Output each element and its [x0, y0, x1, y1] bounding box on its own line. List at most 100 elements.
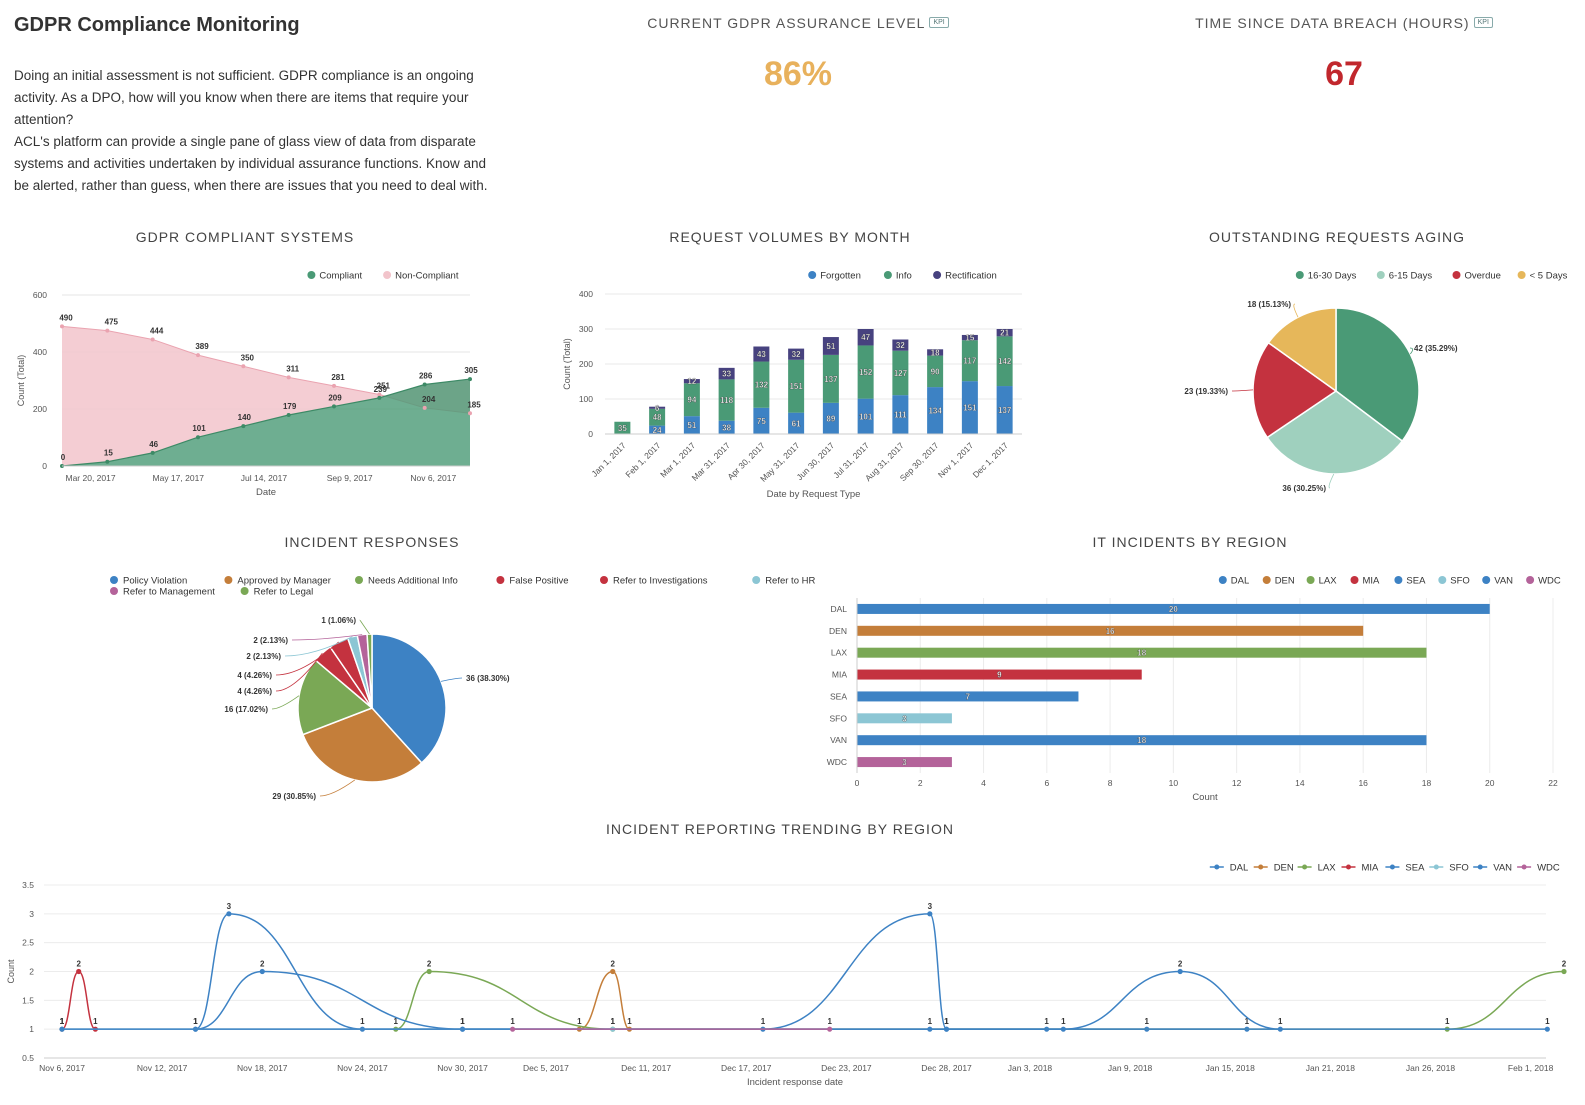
legend-item: 6-15 Days: [1376, 271, 1432, 282]
x-tick-label: Dec 23, 2017: [821, 1063, 872, 1073]
data-label: 1: [1278, 1017, 1283, 1026]
data-label: 1: [60, 1017, 65, 1026]
data-label: 137: [824, 375, 838, 384]
bar-segment: [683, 379, 700, 384]
legend-item: SFO: [1438, 576, 1470, 587]
x-tick-label: 4: [981, 778, 986, 788]
data-label: 18: [1137, 736, 1146, 745]
point-compliant: [196, 435, 200, 440]
data-label: 1: [193, 1017, 198, 1026]
legend-marker: [1350, 576, 1359, 584]
y-tick-label: 2.5: [22, 938, 34, 948]
data-label: 1: [1245, 1017, 1250, 1026]
legend-marker: [600, 576, 608, 584]
data-label: 311: [286, 364, 299, 373]
bar-segment: [683, 383, 700, 417]
data-point: [827, 1026, 833, 1032]
legend-item: Non-Compliant: [383, 271, 459, 282]
data-label: 475: [105, 318, 119, 327]
pie-slice: [1266, 390, 1404, 475]
leader-line: [284, 636, 353, 657]
bar-segment: [788, 412, 805, 434]
request-volumes-chart: 0 100 200 300 400 Count (Total) 35 Jan 1, 2017 2…: [562, 271, 1022, 500]
legend-marker: [1433, 864, 1439, 870]
data-point: [1544, 1026, 1550, 1032]
legend-item: Compliant: [307, 271, 363, 282]
legend-marker: [1258, 864, 1264, 870]
legend-item: Overdue: [1452, 271, 1501, 282]
data-label: 101: [859, 412, 873, 421]
leader-line: [1293, 303, 1299, 318]
bar-segment: [614, 421, 631, 434]
data-label: 1: [510, 1017, 515, 1026]
data-point: [226, 911, 232, 917]
data-label: 43: [757, 350, 766, 359]
y-axis-label: Count: [6, 959, 16, 984]
kpi-time-since-breach: TIME SINCE DATA BREACH (HOURS) KPI 67: [1144, 15, 1544, 94]
x-tick-label: Feb 1, 2017: [623, 440, 662, 479]
x-tick-label: Jan 9, 2018: [1108, 1063, 1153, 1073]
legend-label: Approved by Manager: [237, 576, 330, 587]
legend: DAL DEN LAX MIA SEA SFO VAN WDC: [1209, 863, 1560, 874]
legend-label: DEN: [1274, 863, 1294, 874]
bar: [857, 669, 1142, 680]
kpi-title: TIME SINCE DATA BREACH (HOURS) KPI: [1144, 15, 1544, 31]
y-tick-label: 2: [29, 967, 34, 977]
legend-label: MIA: [1362, 863, 1380, 874]
intro-text: Doing an initial assessment is not suffi…: [14, 65, 504, 197]
legend-marker: [307, 271, 316, 279]
legend-item: DAL: [1209, 863, 1248, 874]
data-label: 2: [427, 960, 432, 969]
x-tick-label: 16: [1358, 778, 1368, 788]
data-label: 1: [460, 1017, 465, 1026]
data-point: [927, 911, 933, 917]
data-label: 9: [997, 671, 1002, 680]
data-label: 23 (19.33%): [1184, 387, 1228, 396]
bar-segment: [996, 329, 1013, 337]
data-label: 2: [260, 960, 265, 969]
x-tick-label: 18: [1422, 778, 1432, 788]
legend: Compliant Non-Compliant: [307, 271, 459, 282]
data-point: [1177, 968, 1183, 975]
data-label: 36 (30.25%): [1282, 484, 1326, 493]
data-point: [259, 968, 265, 975]
bar: [857, 735, 1427, 746]
legend-label: MIA: [1363, 576, 1381, 587]
data-label: 18: [1137, 649, 1146, 658]
data-label: 1: [627, 1017, 632, 1026]
data-label: 1: [944, 1017, 949, 1026]
data-label: 16 (17.02%): [224, 705, 268, 714]
data-label: 1: [460, 1017, 465, 1026]
data-label: 185: [467, 400, 481, 409]
bar-segment: [649, 406, 666, 409]
legend-item: VAN: [1473, 863, 1512, 874]
x-tick-label: Nov 24, 2017: [337, 1063, 388, 1073]
legend-marker: [1521, 864, 1527, 870]
legend-marker: [1438, 576, 1447, 584]
leader-line: [359, 619, 370, 635]
legend-item: Policy Violation: [110, 576, 187, 587]
data-label: 1: [1061, 1017, 1066, 1026]
data-label: 1: [827, 1017, 832, 1026]
data-label: 2: [76, 960, 81, 969]
point-non-compliant: [332, 383, 336, 388]
kpi-assurance-level: CURRENT GDPR ASSURANCE LEVEL KPI 86%: [598, 15, 998, 94]
point-compliant: [241, 424, 246, 429]
x-tick-label: Sep 9, 2017: [327, 473, 373, 483]
y-tick-label: 200: [579, 359, 593, 369]
bar-segment: [683, 416, 700, 434]
bar: [857, 757, 952, 768]
x-tick-label: 10: [1169, 778, 1179, 788]
legend-label: SEA: [1406, 576, 1426, 587]
data-label: 132: [755, 381, 769, 390]
data-label: 3: [928, 902, 933, 911]
y-tick-label: 400: [579, 289, 593, 299]
area-non-compliant: [62, 326, 470, 466]
pie-slice: [1267, 307, 1337, 393]
bar-segment: [996, 386, 1013, 434]
bar: [857, 713, 952, 724]
x-tick-label: Jan 1, 2017: [589, 440, 628, 479]
point-compliant: [422, 382, 427, 387]
data-label: 1: [93, 1017, 98, 1026]
x-tick-label: Dec 28, 2017: [921, 1063, 972, 1073]
